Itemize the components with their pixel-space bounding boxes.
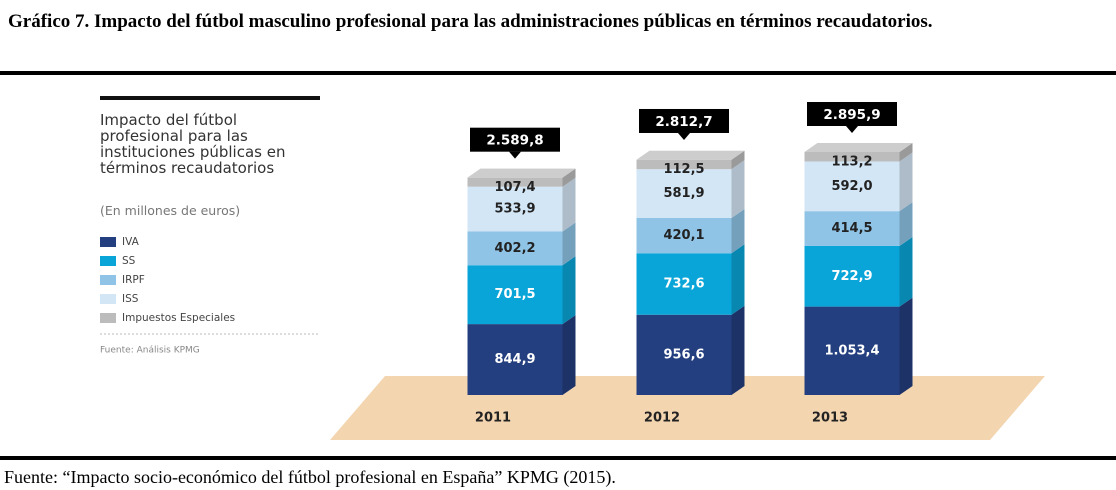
bar-side — [899, 236, 913, 307]
bar-side-shade — [899, 152, 913, 212]
bar-segment — [467, 265, 563, 325]
bar-side — [731, 209, 745, 254]
bar-top — [636, 150, 745, 160]
document-source: Fuente: “Impacto socio-económico del fút… — [4, 467, 616, 487]
value-label: 107,4 — [494, 180, 535, 195]
value-label: 112,5 — [663, 162, 704, 177]
legend-label: SS — [122, 255, 136, 267]
bar-side — [731, 150, 745, 170]
bar-side-shade — [731, 209, 745, 254]
bar-segment — [636, 169, 732, 219]
bar-side — [899, 142, 913, 162]
bar-segment — [804, 151, 900, 162]
bar-side-shade — [562, 222, 576, 266]
value-label: 533,9 — [494, 202, 535, 217]
bar-side — [562, 168, 576, 187]
bar-side-shade — [562, 168, 576, 187]
value-label: 420,1 — [663, 228, 704, 243]
total-box — [470, 127, 560, 152]
bar-segment — [804, 211, 900, 246]
bar-side — [562, 256, 576, 325]
total-label: 2.589,8 — [486, 133, 543, 149]
bar-top-shade — [636, 150, 745, 160]
bar-side-shade — [731, 244, 745, 315]
value-label: 592,0 — [831, 179, 872, 194]
total-pointer — [678, 132, 690, 140]
bar-side-shade — [899, 202, 913, 246]
bar-segment — [804, 306, 900, 395]
bar-side — [562, 177, 576, 232]
x-tick-label: 2012 — [644, 411, 680, 426]
total-label: 2.812,7 — [655, 114, 712, 130]
rule-bottom — [0, 456, 1116, 460]
bar-segment — [636, 218, 732, 254]
chart-subtitle: (En millones de euros) — [100, 203, 241, 218]
bar-top-shade — [467, 168, 576, 178]
bar-segment — [636, 253, 732, 315]
bar-top — [467, 168, 576, 178]
bar-segment — [467, 177, 563, 187]
bar-top-shade — [804, 142, 913, 152]
value-label: 581,9 — [663, 186, 704, 201]
bar-segment — [804, 161, 900, 212]
legend-label: IRPF — [122, 274, 145, 286]
bar-segment — [467, 324, 563, 395]
bar-side — [562, 315, 576, 395]
total-box — [639, 108, 729, 133]
total-pointer — [509, 151, 521, 159]
bar-side-shade — [899, 236, 913, 307]
bar-side — [731, 160, 745, 219]
rule-top — [0, 71, 1116, 75]
legend-swatch — [100, 256, 116, 266]
chart-title: Impacto del fútbol profesional para las … — [100, 111, 286, 177]
value-label: 722,9 — [831, 269, 872, 284]
chart-source: Fuente: Análisis KPMG — [100, 346, 200, 356]
value-label: 701,5 — [494, 287, 535, 302]
bar-side-shade — [899, 297, 913, 395]
bar-side-shade — [562, 256, 576, 325]
bar-side-shade — [562, 315, 576, 395]
bar-side — [731, 244, 745, 315]
bar-side-shade — [731, 160, 745, 219]
total-label: 2.895,9 — [823, 107, 880, 123]
value-label: 732,6 — [663, 276, 704, 291]
document-title: Gráfico 7. Impacto del fútbol masculino … — [8, 11, 933, 32]
legend-label: ISS — [122, 293, 139, 305]
bar-side-shade — [731, 150, 745, 170]
bar-segment — [467, 231, 563, 266]
legend-label: IVA — [122, 236, 140, 248]
x-tick-label: 2013 — [812, 411, 848, 426]
bar-side-shade — [899, 142, 913, 162]
value-label: 956,6 — [663, 347, 704, 362]
x-tick-label: 2011 — [475, 411, 511, 426]
bar-side — [562, 222, 576, 266]
bar-segment — [636, 159, 732, 170]
value-label: 1.053,4 — [824, 343, 879, 358]
bar-side — [899, 202, 913, 246]
bar-side — [899, 297, 913, 395]
total-box — [807, 102, 897, 126]
value-label: 844,9 — [494, 352, 535, 367]
value-label: 402,2 — [494, 241, 535, 256]
bar-side — [731, 305, 745, 395]
legend-swatch — [100, 313, 116, 323]
value-label: 414,5 — [831, 221, 872, 236]
bar-segment — [467, 186, 563, 232]
bar-side — [899, 152, 913, 212]
legend-label: Impuestos Especiales — [122, 312, 235, 324]
legend-swatch — [100, 294, 116, 304]
legend-swatch — [100, 237, 116, 247]
bar-segment — [804, 245, 900, 307]
bar-top — [804, 142, 913, 152]
bar-segment — [636, 314, 732, 395]
bar-side-shade — [731, 305, 745, 395]
title-bar — [100, 96, 320, 100]
value-label: 113,2 — [831, 154, 872, 169]
legend-swatch — [100, 275, 116, 285]
bar-side-shade — [562, 177, 576, 232]
total-pointer — [846, 126, 858, 133]
